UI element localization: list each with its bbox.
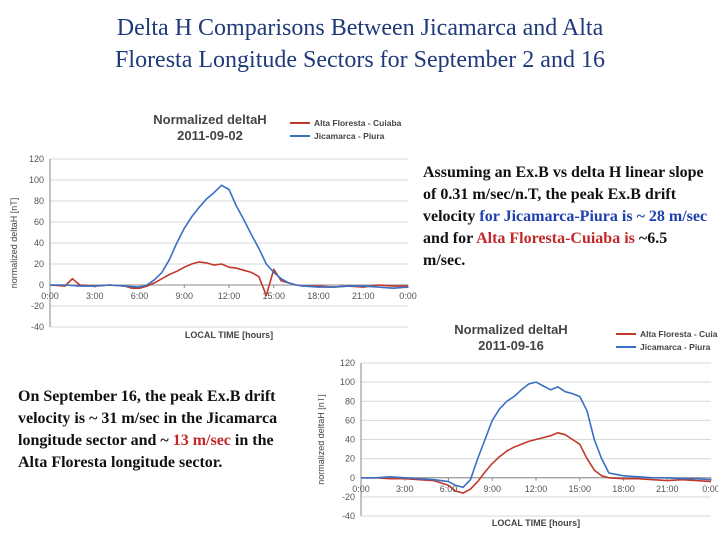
x-tick-label: 0:00 — [41, 291, 59, 301]
note-sept-2-jicamarca: for Jicamarca-Piura is ~ 28 m/sec — [479, 208, 708, 225]
series-line-1 — [361, 381, 712, 489]
chart-subtitle: 2011-09-02 — [177, 128, 243, 143]
note-sept-16-text-2: in the Alta Floresta longitude sector. — [18, 432, 274, 471]
x-tick-label: 15:00 — [568, 484, 591, 494]
x-tick-label: 15:00 — [262, 291, 285, 301]
y-tick-label: 40 — [34, 238, 44, 248]
y-tick-label: 100 — [29, 175, 44, 185]
y-tick-label: -20 — [342, 492, 355, 502]
x-axis-label: LOCAL TIME [hours] — [185, 330, 273, 340]
y-tick-label: 100 — [340, 377, 355, 387]
x-tick-label: 21:00 — [352, 291, 375, 301]
y-axis-label: normalized deltaH [nT] — [318, 394, 326, 485]
x-tick-label: 3:00 — [396, 484, 414, 494]
series-line-0 — [361, 432, 712, 494]
x-tick-label: 9:00 — [483, 484, 501, 494]
x-tick-label: 9:00 — [175, 291, 193, 301]
x-tick-label: 0:00 — [352, 484, 370, 494]
y-tick-label: 60 — [345, 415, 355, 425]
y-tick-label: 20 — [34, 259, 44, 269]
y-tick-label: 0 — [350, 473, 355, 483]
y-tick-label: -40 — [342, 511, 355, 521]
y-axis-label: normalized deltaH [nT] — [9, 198, 19, 289]
note-sept-16: On September 16, the peak Ex.B drift vel… — [18, 386, 298, 474]
slide-title-line-2: Floresta Longitude Sectors for September… — [115, 47, 605, 73]
legend-label: Jicamarca - Piura — [640, 342, 711, 352]
y-tick-label: 60 — [34, 217, 44, 227]
y-tick-label: 0 — [39, 280, 44, 290]
x-tick-label: 12:00 — [218, 291, 241, 301]
x-tick-label: 3:00 — [86, 291, 104, 301]
note-sept-16-alta: 13 m/sec — [172, 432, 231, 449]
y-tick-label: 80 — [34, 196, 44, 206]
series-line-1 — [50, 184, 409, 289]
y-tick-label: -20 — [31, 301, 44, 311]
slide-title-line-1: Delta H Comparisons Between Jicamarca an… — [116, 15, 604, 41]
note-sept-16-text-1: On September 16, the peak Ex.B drift vel… — [18, 388, 278, 449]
note-sept-2-alta: Alta Floresta-Cuiaba is — [476, 230, 635, 247]
y-tick-label: 120 — [340, 358, 355, 368]
slide-title: Delta H Comparisons Between Jicamarca an… — [20, 12, 700, 76]
legend-label: Alta Floresta - Cuiaba — [640, 329, 718, 339]
x-tick-label: 18:00 — [307, 291, 330, 301]
note-sept-2-text-2: and for — [423, 230, 477, 247]
x-tick-label: 6:00 — [440, 484, 458, 494]
legend-label: Alta Floresta - Cuiaba — [314, 118, 402, 128]
legend-label: Jicamarca - Piura — [314, 131, 385, 141]
chart-subtitle: 2011-09-16 — [478, 338, 544, 353]
x-axis-label: LOCAL TIME [hours] — [492, 518, 580, 528]
y-tick-label: 20 — [345, 454, 355, 464]
y-tick-label: 80 — [345, 396, 355, 406]
chart-title: Normalized deltaH — [454, 322, 567, 337]
chart-title: Normalized deltaH — [153, 112, 266, 127]
x-tick-label: 0:00 — [399, 291, 417, 301]
note-sept-2: Assuming an Ex.B vs delta H linear slope… — [423, 162, 708, 272]
x-tick-label: 12:00 — [525, 484, 548, 494]
x-tick-label: 0:00 — [702, 484, 718, 494]
y-tick-label: 40 — [345, 435, 355, 445]
x-tick-label: 6:00 — [131, 291, 149, 301]
y-tick-label: 120 — [29, 154, 44, 164]
note-sept-2-text-3: ~6.5 m/sec. — [423, 230, 668, 269]
x-tick-label: 21:00 — [656, 484, 679, 494]
x-tick-label: 18:00 — [612, 484, 635, 494]
y-tick-label: -40 — [31, 322, 44, 332]
note-sept-2-text-1: Assuming an Ex.B vs delta H linear slope… — [423, 164, 704, 225]
